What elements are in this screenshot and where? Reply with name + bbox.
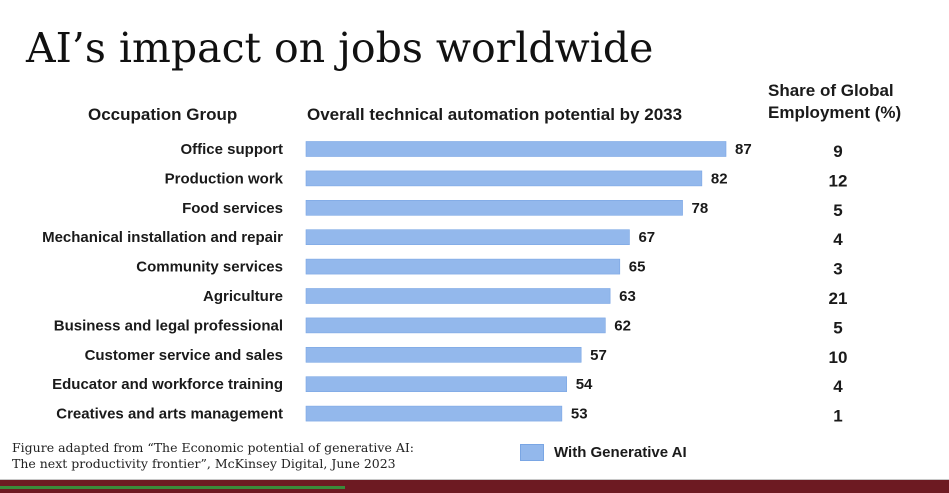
category-label: Office support (180, 141, 283, 158)
bar-value-label: 87 (735, 141, 752, 158)
bar (305, 141, 727, 157)
employment-share-value: 10 (829, 348, 848, 367)
employment-share-value: 21 (829, 289, 848, 308)
bar (305, 317, 606, 334)
share-of-employment-header: Share of Global Employment (%) (768, 80, 901, 124)
video-progress-fill[interactable] (0, 486, 345, 489)
employment-share-value: 3 (833, 260, 842, 279)
bar (305, 288, 611, 304)
employment-share-value: 5 (833, 201, 842, 220)
bar-value-label: 78 (692, 200, 709, 217)
chart-legend: With Generative AI (520, 444, 687, 461)
source-line2: The next productivity frontier”, McKinse… (12, 456, 396, 471)
employment-share-value: 9 (833, 142, 842, 161)
legend-swatch (520, 444, 544, 461)
bar (305, 200, 683, 216)
category-label: Agriculture (203, 288, 283, 305)
bar-value-label: 57 (590, 347, 607, 364)
employment-share-value: 5 (833, 318, 842, 337)
employment-share-value: 12 (829, 171, 848, 190)
bar-value-label: 82 (711, 170, 728, 187)
category-label: Customer service and sales (85, 347, 283, 364)
category-label: Business and legal professional (54, 317, 283, 334)
bar-value-label: 54 (576, 376, 593, 393)
employment-share-value: 1 (833, 407, 842, 426)
bar (305, 170, 703, 187)
bar-value-label: 67 (638, 229, 655, 246)
employment-share-value: 4 (833, 377, 843, 396)
category-label: Educator and workforce training (52, 376, 283, 393)
category-label: Creatives and arts management (56, 406, 283, 423)
category-label: Community services (136, 259, 283, 276)
bar (305, 405, 563, 422)
figure-source-note: Figure adapted from “The Economic potent… (12, 440, 414, 472)
share-header-line1: Share of Global (768, 81, 894, 100)
source-line1: Figure adapted from “The Economic potent… (12, 440, 415, 455)
bar-value-label: 65 (629, 259, 646, 276)
bar (305, 229, 630, 245)
category-label: Mechanical installation and repair (42, 229, 283, 246)
bar-value-label: 53 (571, 406, 588, 423)
bar (305, 346, 582, 363)
share-header-line2: Employment (%) (768, 103, 902, 122)
category-label: Production work (165, 170, 284, 187)
category-label: Food services (182, 200, 283, 217)
automation-potential-header: Overall technical automation potential b… (307, 105, 683, 124)
video-control-bar[interactable] (0, 480, 949, 493)
legend-label: With Generative AI (554, 444, 687, 461)
bar (305, 258, 621, 275)
slide-title: AI’s impact on jobs worldwide (26, 24, 654, 72)
occupation-group-header: Occupation Group (88, 105, 238, 124)
employment-share-value: 4 (833, 230, 843, 249)
bar-value-label: 63 (619, 288, 636, 305)
bar-value-label: 62 (614, 317, 631, 334)
bar (305, 376, 567, 393)
